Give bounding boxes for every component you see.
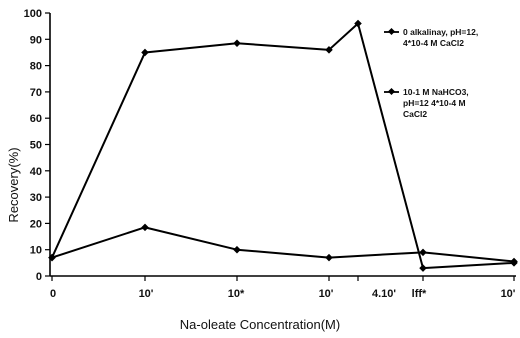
y-tick-label: 100 xyxy=(24,8,42,20)
x-tick-label: 10' xyxy=(501,288,516,300)
y-tick-label: 60 xyxy=(30,113,42,125)
y-ticks: 0 10 20 30 40 50 60 70 80 90 100 xyxy=(24,8,50,283)
legend-entry-2: 10-1 M NaHCO3, pH=12 4*10-4 M CaCl2 xyxy=(384,87,469,119)
x-tick-label: 10* xyxy=(228,288,245,300)
x-axis-title: Na-oleate Concentration(M) xyxy=(180,317,340,332)
data-point xyxy=(510,257,518,266)
data-point xyxy=(325,46,333,54)
y-tick-label: 30 xyxy=(30,192,42,204)
legend-marker-1 xyxy=(387,27,396,36)
data-point xyxy=(419,264,427,272)
y-tick-label: 80 xyxy=(30,61,42,73)
x-tick-label: 4.10' xyxy=(372,288,396,300)
x-tick-label: 0 xyxy=(50,288,56,300)
data-point xyxy=(325,253,333,262)
y-tick-label: 40 xyxy=(30,166,42,178)
legend-label-2: 10-1 M NaHCO3, pH=12 4*10-4 M CaCl2 xyxy=(403,87,469,119)
legend-marker-2 xyxy=(387,87,396,96)
y-tick-label: 90 xyxy=(30,34,42,46)
data-point xyxy=(141,48,149,57)
y-tick-label: 20 xyxy=(30,218,42,230)
data-point xyxy=(233,39,241,48)
series-line-1 xyxy=(51,22,515,270)
x-tick-label: 10' xyxy=(139,288,154,300)
x-tick-label: lff* xyxy=(412,288,427,300)
x-ticks: 0 10' 10* 10' 4.10' lff* 10' xyxy=(50,276,516,300)
legend: 0 alkalinay, pH=12, 4*10-4 M CaCl2 10-1 M… xyxy=(384,27,478,119)
y-tick-label: 0 xyxy=(36,271,42,283)
data-point xyxy=(141,223,149,232)
y-axis-title: Recovery(%) xyxy=(6,147,21,222)
x-tick-label: 10' xyxy=(319,288,334,300)
data-point xyxy=(233,245,241,254)
legend-entry-1: 0 alkalinay, pH=12, 4*10-4 M CaCl2 xyxy=(384,27,478,48)
data-point xyxy=(354,19,362,28)
data-point xyxy=(48,253,56,262)
y-tick-label: 70 xyxy=(30,87,42,99)
y-tick-label: 10 xyxy=(30,245,42,257)
series-line-2 xyxy=(51,226,515,263)
series-layer xyxy=(48,19,518,272)
y-tick-label: 50 xyxy=(30,140,42,152)
data-point xyxy=(419,248,427,257)
legend-label-1: 0 alkalinay, pH=12, 4*10-4 M CaCl2 xyxy=(403,27,478,48)
